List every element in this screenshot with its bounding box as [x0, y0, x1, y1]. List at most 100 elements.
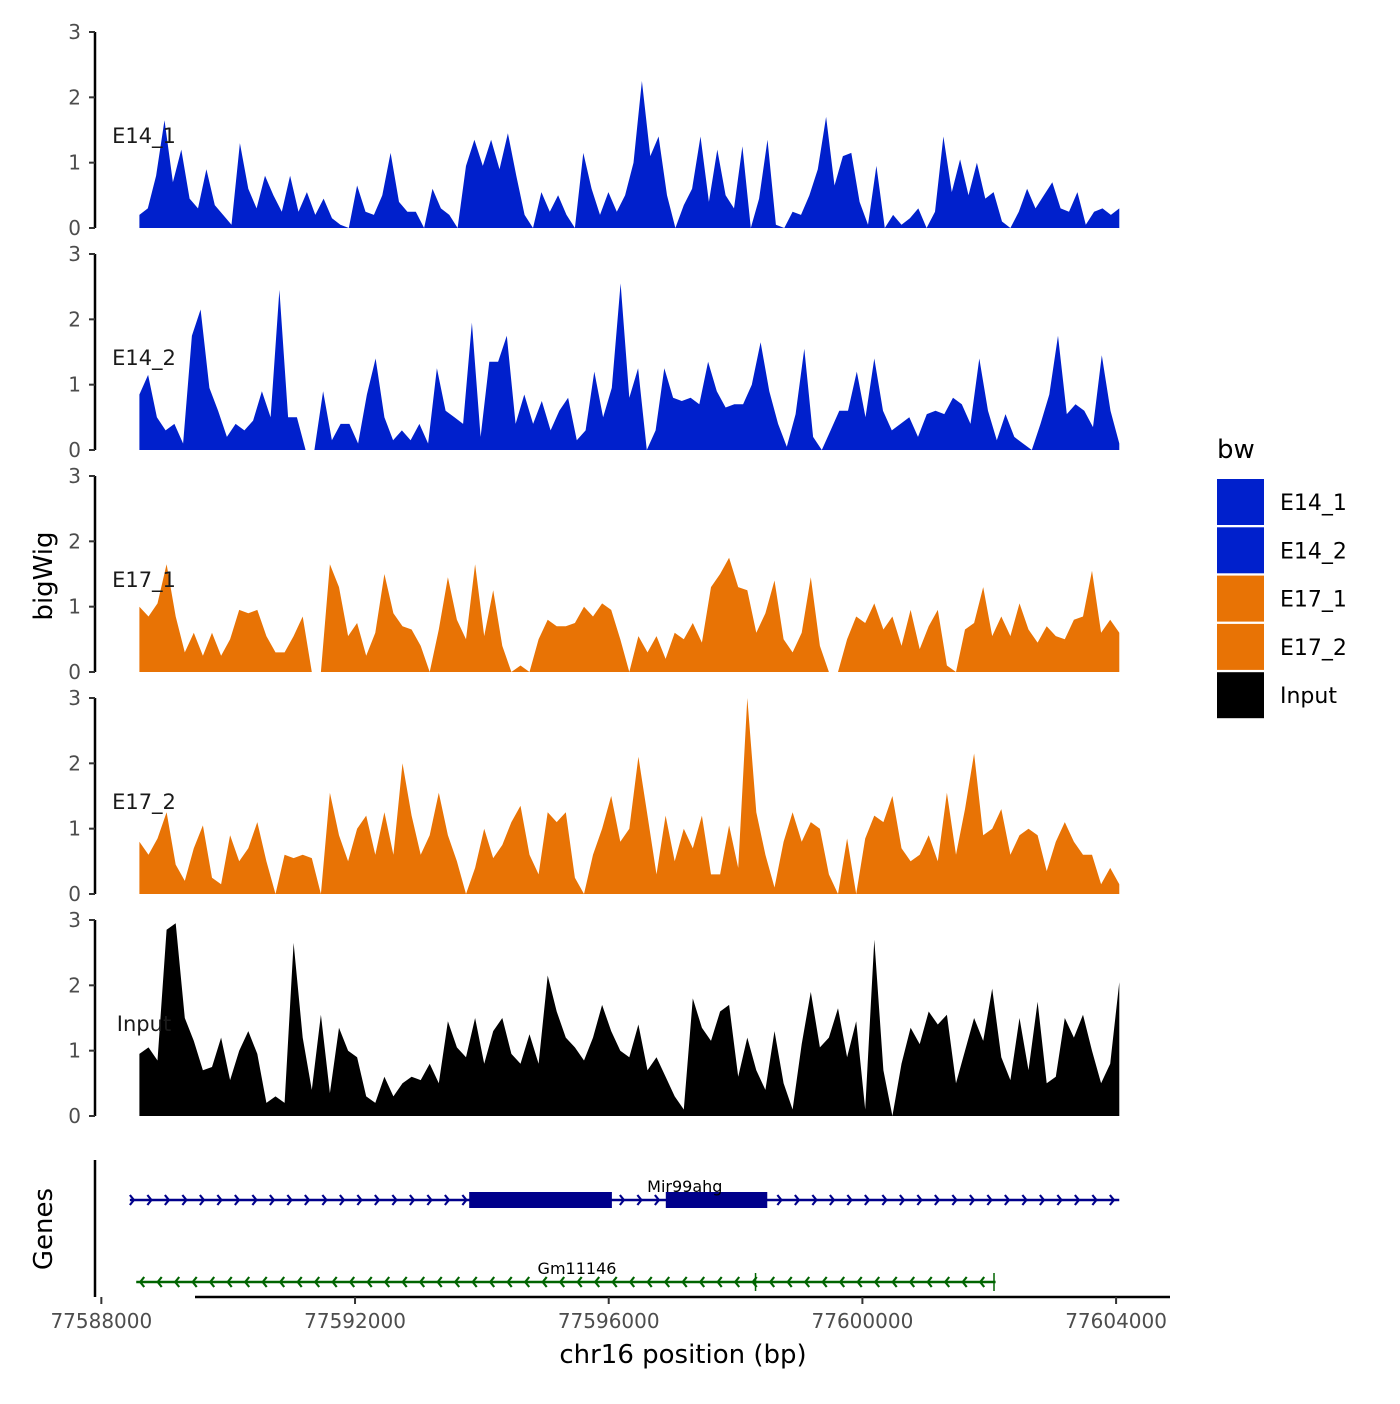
strand-arrow [654, 1194, 661, 1206]
strand-arrow [321, 1194, 328, 1206]
exon-block [542, 1192, 612, 1208]
strand-arrow [1004, 1194, 1011, 1206]
legend-title: bw [1217, 435, 1255, 465]
strand-arrow [821, 1276, 828, 1288]
strand-arrow [1039, 1194, 1046, 1206]
strand-arrow [173, 1276, 181, 1288]
legend-swatch-E14_2 [1217, 527, 1264, 574]
strand-arrow [856, 1276, 863, 1288]
track-Input: 0 1 2 3 Input [68, 908, 1120, 1128]
strand-arrow [891, 1276, 898, 1288]
area-E14_2 [139, 283, 1120, 450]
strand-arrow [418, 1276, 426, 1288]
legend-label-E14_2: E14_2 [1280, 539, 1347, 564]
strand-arrow [961, 1276, 968, 1288]
track-label-Input: Input [117, 1012, 171, 1036]
strand-arrow [1109, 1194, 1116, 1206]
strand-arrow [786, 1276, 793, 1288]
y-tick-label: 2 [68, 529, 81, 553]
x-tick-label: 77600000 [812, 1309, 914, 1333]
strand-arrow [943, 1276, 951, 1288]
strand-arrow [488, 1276, 496, 1288]
strand-arrow [646, 1276, 653, 1288]
strand-arrow [698, 1276, 706, 1288]
strand-arrow [339, 1194, 346, 1206]
strand-arrow [199, 1194, 206, 1206]
strand-arrow [129, 1194, 136, 1206]
strand-arrow [461, 1194, 468, 1206]
legend: bw E14_1 E14_2 E17_1 E17_2 Input [1217, 435, 1347, 719]
strand-arrow [226, 1276, 233, 1288]
strand-arrow [541, 1276, 548, 1288]
strand-arrow [146, 1194, 153, 1206]
strand-arrow [846, 1194, 853, 1206]
strand-arrow [506, 1276, 513, 1288]
y-tick-label: 0 [68, 438, 81, 462]
strand-arrow [164, 1194, 171, 1206]
gene-label: Mir99ahg [647, 1177, 722, 1196]
strand-arrow [453, 1276, 461, 1288]
strand-arrow [916, 1194, 923, 1206]
strand-arrow [286, 1194, 293, 1206]
y-tick-label: 0 [68, 660, 81, 684]
strand-arrow [278, 1276, 286, 1288]
genes-track: Mir99ahg Gm11146 [93, 1160, 1120, 1297]
strand-arrow [899, 1194, 906, 1206]
strand-arrow [636, 1194, 643, 1206]
y-tick-label: 2 [68, 751, 81, 775]
strand-arrow [803, 1276, 811, 1288]
x-axis-title: chr16 position (bp) [559, 1340, 806, 1370]
strand-arrow [156, 1276, 163, 1288]
strand-arrow [908, 1276, 916, 1288]
strand-arrow [1021, 1194, 1028, 1206]
gene-label: Gm11146 [538, 1259, 617, 1278]
track-E17_1: 0 1 2 3 E17_1 [68, 464, 1120, 684]
y-tick-label: 2 [68, 307, 81, 331]
strand-arrow [444, 1194, 451, 1206]
strand-arrow [409, 1194, 416, 1206]
track-E17_2: 0 1 2 3 E17_2 [68, 686, 1120, 906]
track-E14_2: 0 1 2 3 E14_2 [68, 242, 1120, 462]
legend-label-E14_1: E14_1 [1280, 491, 1347, 516]
area-Input [139, 923, 1120, 1116]
strand-arrow [619, 1194, 626, 1206]
strand-arrow [794, 1194, 801, 1206]
strand-arrow [628, 1276, 636, 1288]
strand-arrow [1091, 1194, 1098, 1206]
x-axis: 77588000 77592000 77596000 77600000 77604000 [50, 1295, 1170, 1333]
strand-arrow [426, 1194, 433, 1206]
strand-arrow [881, 1194, 888, 1206]
strand-arrow [969, 1194, 976, 1206]
y-tick-label: 3 [68, 686, 81, 710]
track-E14_1: 0 1 2 3 E14_1 [68, 20, 1120, 240]
strand-arrow [978, 1276, 986, 1288]
strand-arrow [138, 1276, 146, 1288]
strand-arrow [401, 1276, 408, 1288]
strand-arrow [331, 1276, 338, 1288]
legend-swatch-E14_1 [1217, 479, 1264, 525]
strand-arrow [234, 1194, 241, 1206]
strand-arrow [191, 1276, 198, 1288]
strand-arrow [383, 1276, 391, 1288]
strand-arrow [681, 1276, 688, 1288]
strand-arrow [776, 1194, 783, 1206]
strand-arrow [593, 1276, 601, 1288]
track-label-E14_1: E14_1 [112, 124, 176, 149]
strand-arrow [873, 1276, 881, 1288]
legend-swatch-E17_2 [1217, 623, 1264, 670]
strand-arrow [1074, 1194, 1081, 1206]
legend-label-Input: Input [1280, 684, 1337, 709]
y-tick-label: 1 [68, 1039, 81, 1063]
x-tick-label: 77588000 [50, 1309, 152, 1333]
strand-arrow [768, 1276, 776, 1288]
strand-arrow [663, 1276, 671, 1288]
strand-arrow [208, 1276, 216, 1288]
strand-arrow [261, 1276, 268, 1288]
exon-block [469, 1192, 514, 1208]
area-E17_2 [139, 698, 1120, 894]
y-tick-label: 0 [68, 882, 81, 906]
strand-arrow [269, 1194, 276, 1206]
strand-arrow [181, 1194, 188, 1206]
